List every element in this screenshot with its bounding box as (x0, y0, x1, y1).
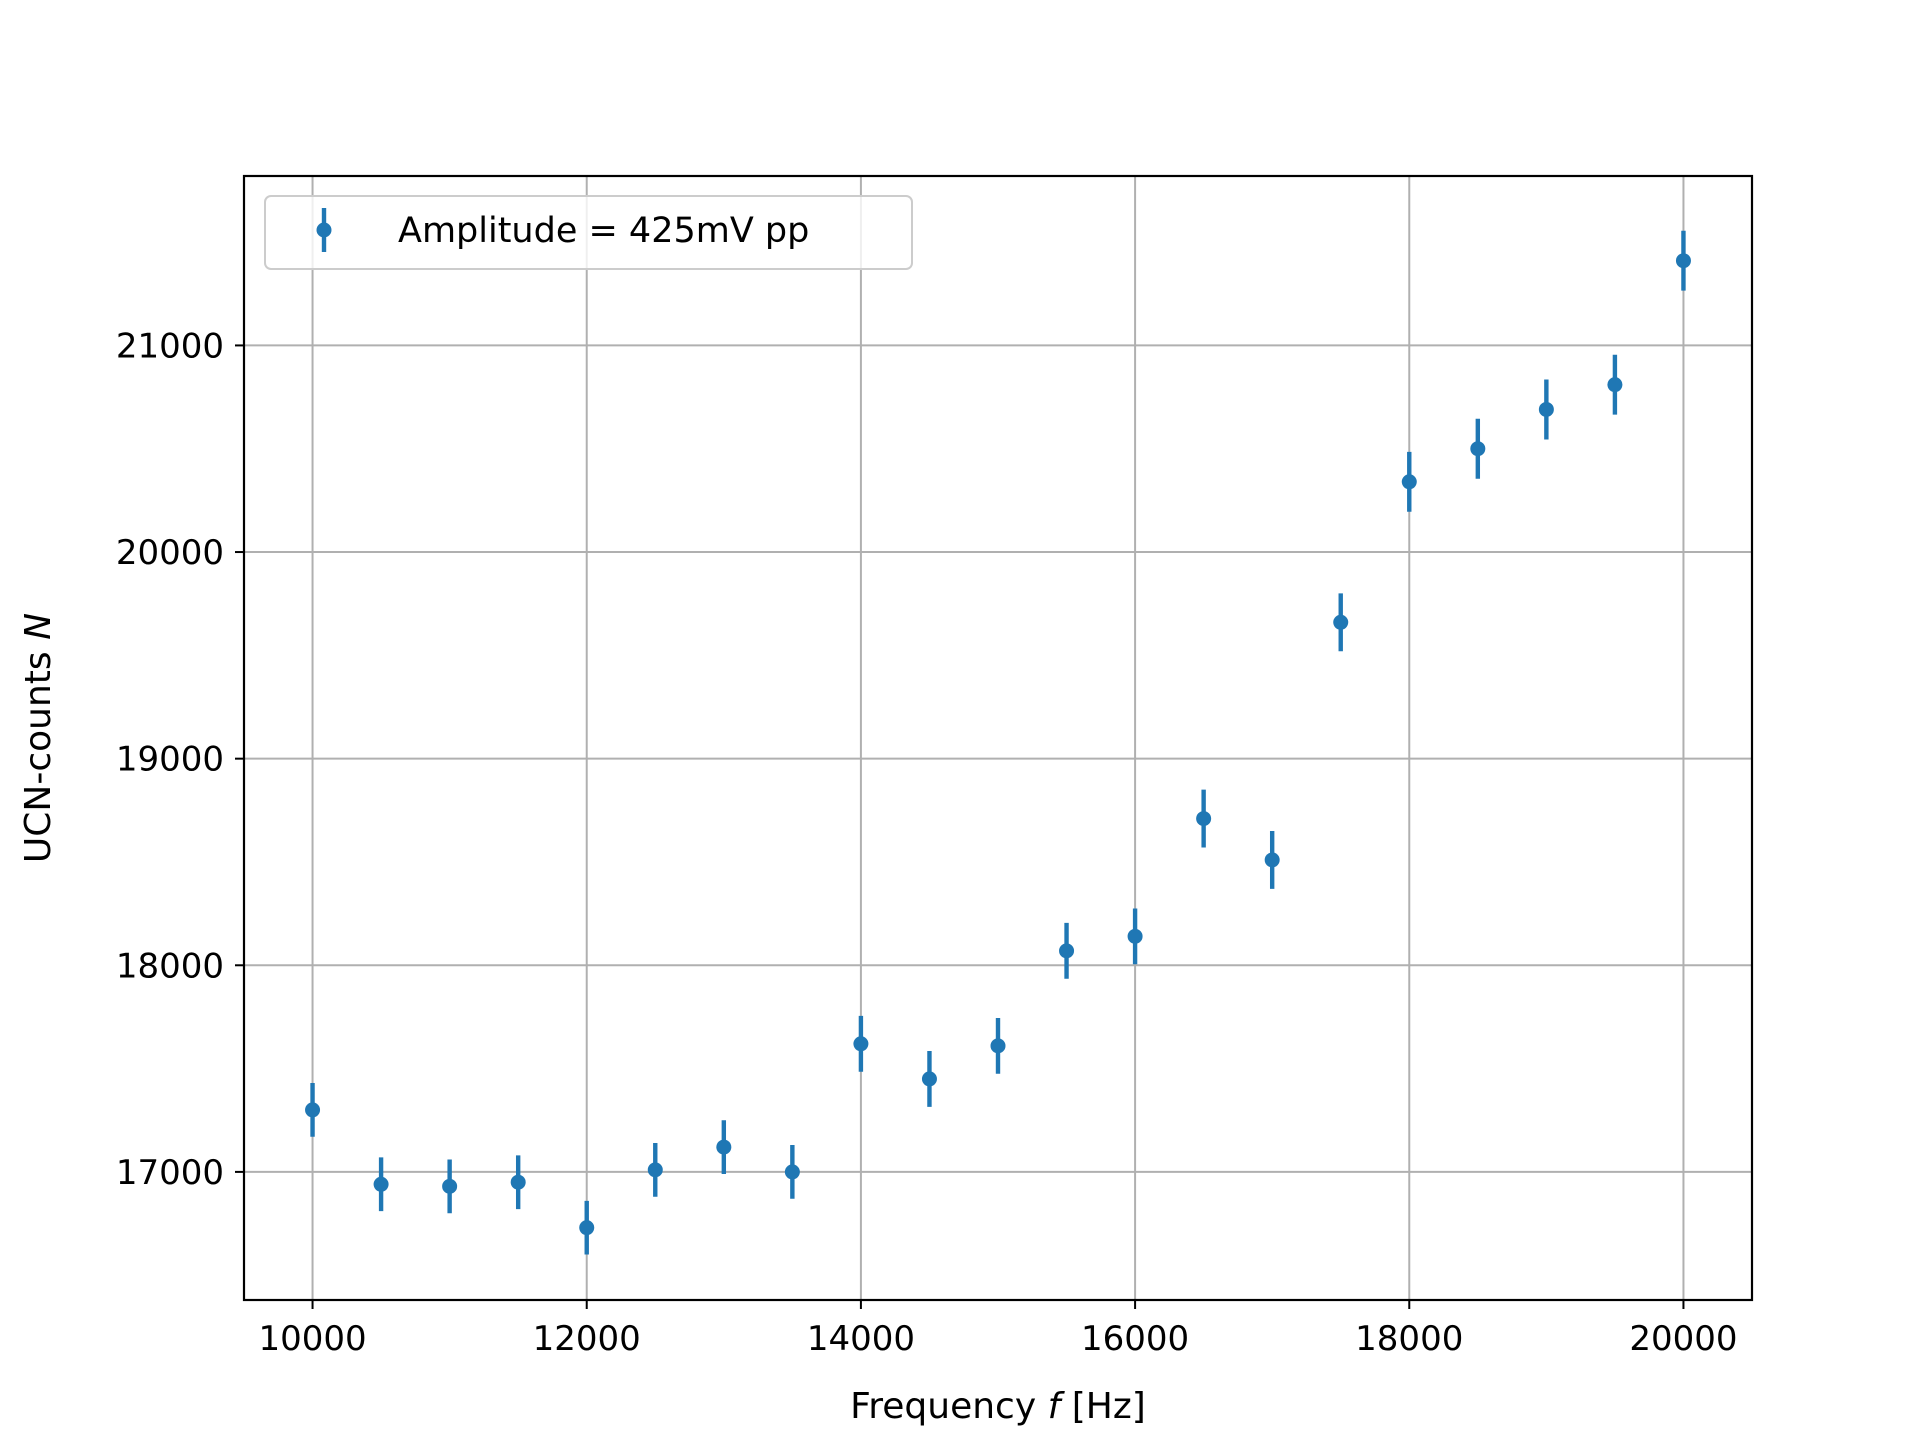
data-point (647, 1162, 663, 1178)
data-point (1264, 852, 1280, 868)
x-axis-label-text: Frequency (850, 1386, 1036, 1427)
data-point (990, 1038, 1006, 1054)
data-point (373, 1176, 389, 1192)
data-point (1470, 441, 1486, 457)
data-point (784, 1164, 800, 1180)
legend: Amplitude = 425mV pp (264, 195, 913, 270)
legend-label: Amplitude = 425mV pp (398, 211, 809, 251)
plot-area-frame (242, 174, 1754, 1302)
data-point (1675, 253, 1691, 269)
data-point (579, 1220, 595, 1236)
data-point (510, 1174, 526, 1190)
y-tick-label: 21000 (116, 326, 224, 366)
data-point (1059, 943, 1075, 959)
x-axis-label-symbol: f (1048, 1386, 1066, 1427)
data-point (1196, 811, 1212, 827)
x-axis-label: Frequency f [Hz] (850, 1386, 1146, 1427)
data-point (1538, 401, 1554, 417)
x-tick-label: 20000 (1629, 1319, 1737, 1359)
data-point (1607, 377, 1623, 393)
data-point (1127, 928, 1143, 944)
x-tick-label: 16000 (1081, 1319, 1189, 1359)
data-point (1333, 614, 1349, 630)
data-point (442, 1178, 458, 1194)
data-point (1401, 474, 1417, 490)
y-axis-label: UCN-counts N (18, 613, 59, 863)
data-points (305, 253, 1691, 1236)
x-axis-label-unit: [Hz] (1072, 1386, 1146, 1427)
data-point (305, 1102, 321, 1118)
data-point (716, 1139, 732, 1155)
y-axis-label-symbol: N (18, 613, 59, 640)
svg-text:Frequency f [Hz]: Frequency f [Hz] (850, 1386, 1146, 1427)
legend-marker (316, 222, 332, 238)
y-tick-label: 20000 (116, 533, 224, 573)
data-point (921, 1071, 937, 1087)
x-tick-label: 14000 (807, 1319, 915, 1359)
legend-box (264, 195, 913, 270)
y-tick-label: 18000 (116, 946, 224, 986)
y-tick-label: 19000 (116, 740, 224, 780)
y-axis-label-text: UCN-counts (18, 651, 59, 863)
y-tick-label: 17000 (116, 1153, 224, 1193)
grid (244, 176, 1752, 1300)
axis-ticks: 10000 12000 14000 16000 18000 20000 17000 18000… (116, 326, 1738, 1359)
x-tick-label: 18000 (1355, 1319, 1463, 1359)
svg-text:UCN-counts N: UCN-counts N (18, 613, 59, 863)
x-tick-label: 10000 (258, 1319, 366, 1359)
x-tick-label: 12000 (533, 1319, 641, 1359)
data-point (853, 1036, 869, 1052)
